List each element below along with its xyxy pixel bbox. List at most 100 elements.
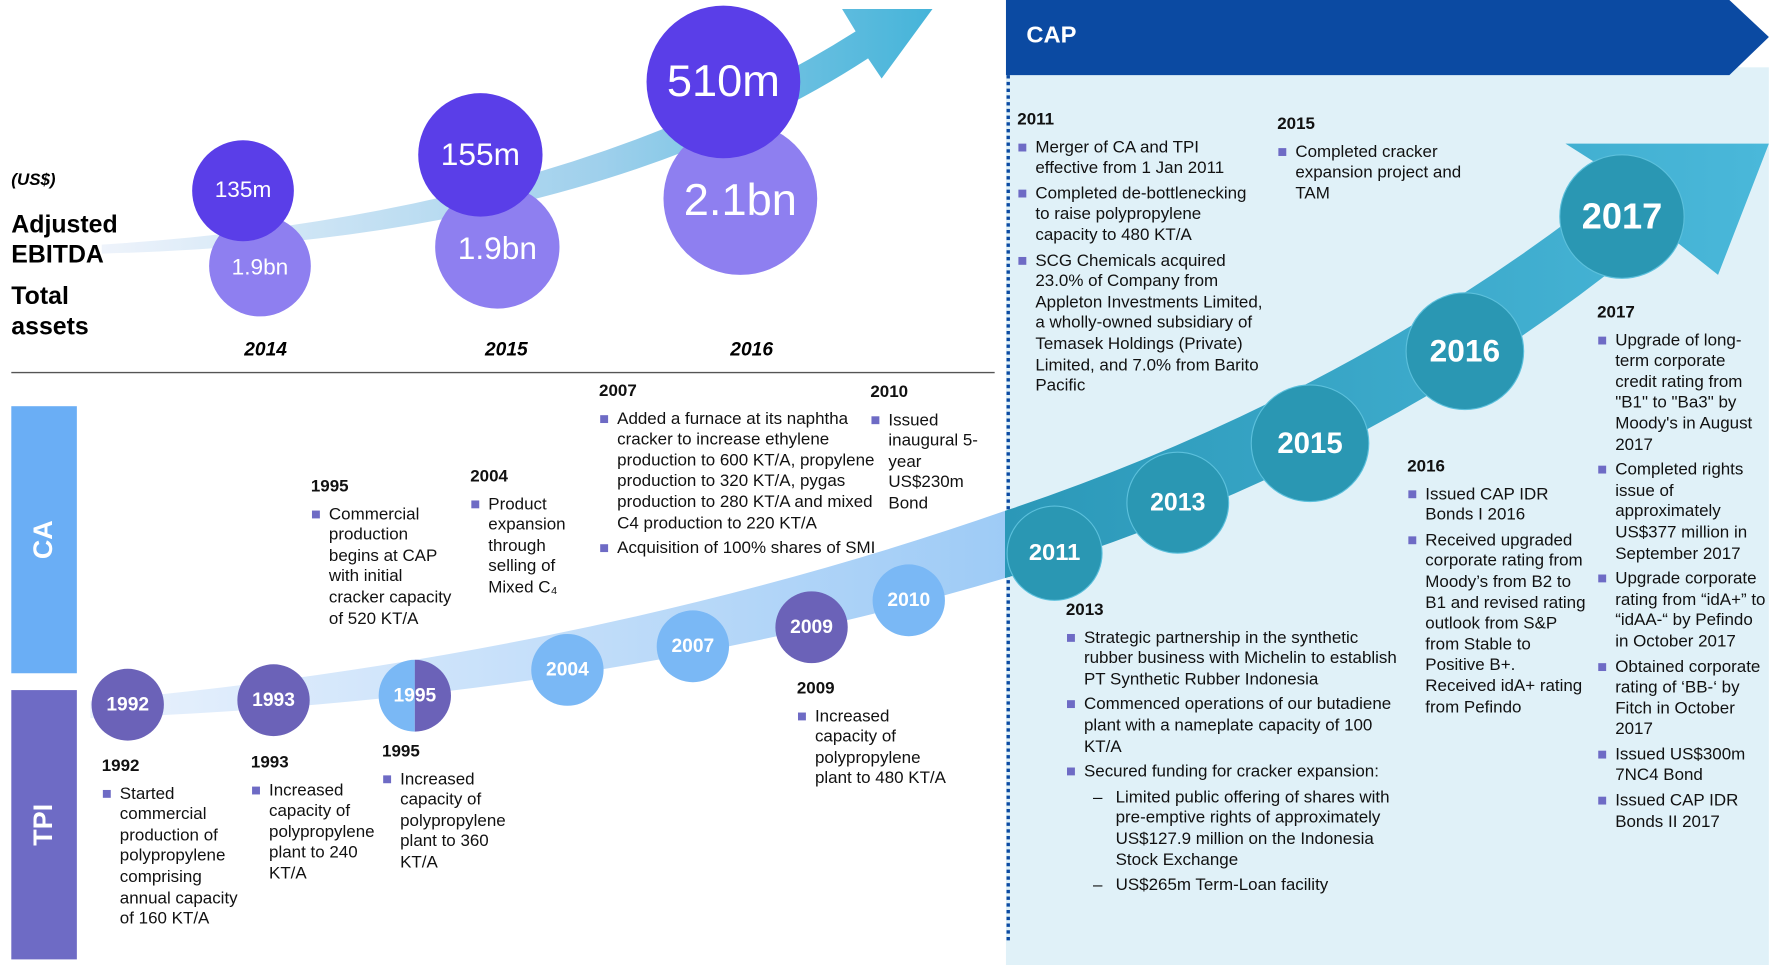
bullet: [1018, 256, 1027, 265]
item-text: Completed cracker expansion project and …: [1295, 142, 1462, 203]
event-block: 2009 Increased capacity of polypropylene …: [797, 679, 946, 795]
assets-bubble: [435, 185, 560, 309]
event-item: Issued inaugural 5-year US$230m Bond: [870, 410, 983, 514]
circle-year: 2017: [1581, 195, 1663, 237]
event-item: Completed rights issue of approximately …: [1597, 460, 1767, 564]
event-item: Secured funding for cracker expansion:: [1066, 762, 1411, 783]
event-year: 1993: [250, 752, 289, 773]
event-item: Commercial production begins at CAP with…: [311, 504, 460, 629]
event-sub-item: – Limited public offering of shares with …: [1066, 787, 1411, 870]
event-block: 2017 Upgrade of long-term corporate credi…: [1597, 303, 1767, 837]
event-year: 2009: [796, 678, 835, 698]
item-text: Product expansion through selling of Mix…: [488, 494, 566, 597]
event-item: Increased capacity of polypropylene plan…: [382, 769, 524, 873]
bullet: [797, 712, 806, 720]
event-item: Completed cracker expansion project and …: [1277, 142, 1492, 205]
event-item: Obtained corporate rating of ‘BB-‘ by Fi…: [1597, 657, 1767, 740]
item-text: Merger of CA and TPI effective from 1 Ja…: [1035, 137, 1225, 178]
event-item: Increased capacity of polypropylene plan…: [797, 706, 946, 789]
event-year: 2010: [870, 382, 909, 402]
item-text: Issued US$300m 7NC4 Bond: [1615, 744, 1746, 785]
event-year: 2011: [1017, 109, 1055, 130]
bullet: [1598, 574, 1607, 583]
event-item: Acquisition of 100% shares of SMI: [599, 539, 876, 560]
circle-year: 1995: [393, 684, 437, 706]
bullet: [1408, 489, 1417, 498]
item-text: Received upgraded corporate rating from …: [1425, 530, 1586, 717]
bullet: [1598, 465, 1607, 474]
bullet: [383, 774, 392, 783]
ebitda-value: 155m: [440, 136, 520, 172]
bullet: [1598, 336, 1607, 345]
circle-year: 1993: [252, 688, 295, 711]
cap-circle: [1006, 505, 1103, 601]
event-block: 2010 Issued inaugural 5-year US$230m Bond: [870, 383, 983, 519]
dash: –: [1093, 787, 1103, 807]
item-text: Increased capacity of polypropylene plan…: [400, 769, 506, 872]
event-year: 2017: [1597, 302, 1635, 323]
item-text: Commercial production begins at CAP with…: [328, 504, 452, 628]
circle-year: 2016: [1429, 333, 1501, 369]
event-year: 1992: [101, 756, 140, 776]
circle-year: 2015: [1277, 425, 1343, 460]
event-item: Commenced operations of our butadiene pl…: [1066, 695, 1411, 758]
assets-value: 2.1bn: [683, 175, 797, 225]
tpi-box: [11, 690, 77, 960]
timeline-circle: [872, 564, 945, 637]
event-item: Product expansion through selling of Mix…: [470, 494, 581, 598]
metric-label: Adjusted EBITDA: [11, 209, 118, 269]
bullet: [1598, 796, 1607, 805]
event-year: 2016: [1407, 456, 1445, 476]
item-text: SCG Chemicals acquired 23.0% of Company …: [1035, 250, 1263, 396]
item-text: Issued CAP IDR Bonds II 2017: [1615, 791, 1739, 832]
event-year: 2004: [470, 466, 508, 486]
event-block: 2013 Strategic partnership in the synthet…: [1066, 600, 1411, 900]
circle-year: 2009: [790, 616, 833, 638]
timeline-circle: [378, 659, 415, 732]
event-block: 2016 Issued CAP IDR Bonds I 2016 Received …: [1407, 457, 1590, 723]
assets-bubble: [209, 215, 311, 317]
bullet: [252, 786, 260, 794]
bullet: [1067, 633, 1075, 642]
event-item: Started commercial production of polypro…: [102, 784, 251, 930]
bullet: [1067, 700, 1075, 709]
item-text: Issued inaugural 5-year US$230m Bond: [888, 410, 978, 513]
item-text: Increased capacity of polypropylene plan…: [814, 706, 946, 789]
event-sub-item: – US$265m Term-Loan facility: [1066, 875, 1411, 896]
item-text: Upgrade of long-term corporate credit ra…: [1615, 330, 1753, 454]
assets-bubble: [663, 122, 818, 275]
item-text: Increased capacity of polypropylene plan…: [269, 780, 375, 884]
circle-year: 2007: [671, 635, 715, 657]
ebitda-value: 135m: [214, 177, 272, 203]
year-label: 2016: [730, 338, 774, 361]
event-item: Issued CAP IDR Bonds II 2017: [1597, 791, 1767, 833]
ebitda-bubble: [418, 93, 543, 217]
event-item: SCG Chemicals acquired 23.0% of Company …: [1017, 251, 1263, 397]
bullet: [1278, 147, 1287, 156]
cap-circle: [1405, 292, 1525, 411]
bullet: [600, 414, 609, 423]
event-year: 2013: [1065, 600, 1104, 620]
ebitda-bubble: [646, 5, 801, 159]
bullet: [102, 789, 111, 798]
event-item: Strategic partnership in the synthetic r…: [1066, 628, 1411, 691]
circle-year: 2010: [887, 589, 931, 611]
cap-header: [1005, 0, 1769, 76]
item-text: Acquisition of 100% shares of SMI: [617, 538, 876, 558]
timeline-circle: [531, 633, 604, 706]
item-text: Strategic partnership in the synthetic r…: [1083, 627, 1397, 689]
event-year: 2015: [1277, 114, 1315, 134]
bullet: [1598, 662, 1607, 671]
cap-circle: [1126, 451, 1230, 554]
event-item: Received upgraded corporate rating from …: [1407, 531, 1590, 719]
assets-value: 1.9bn: [457, 231, 537, 266]
ebitda-bubble: [192, 140, 294, 242]
event-item: Issued CAP IDR Bonds I 2016: [1407, 484, 1590, 526]
bullet: [1018, 189, 1027, 198]
item-text: Started commercial production of polypro…: [119, 783, 238, 929]
event-block: 1992 Started commercial production of pol…: [102, 756, 251, 934]
circle-year: 1992: [106, 693, 150, 715]
timeline-circle: [775, 591, 848, 664]
event-block: 2011 Merger of CA and TPI effective from …: [1017, 110, 1263, 401]
event-item: Upgrade of long-term corporate credit ra…: [1597, 331, 1767, 456]
